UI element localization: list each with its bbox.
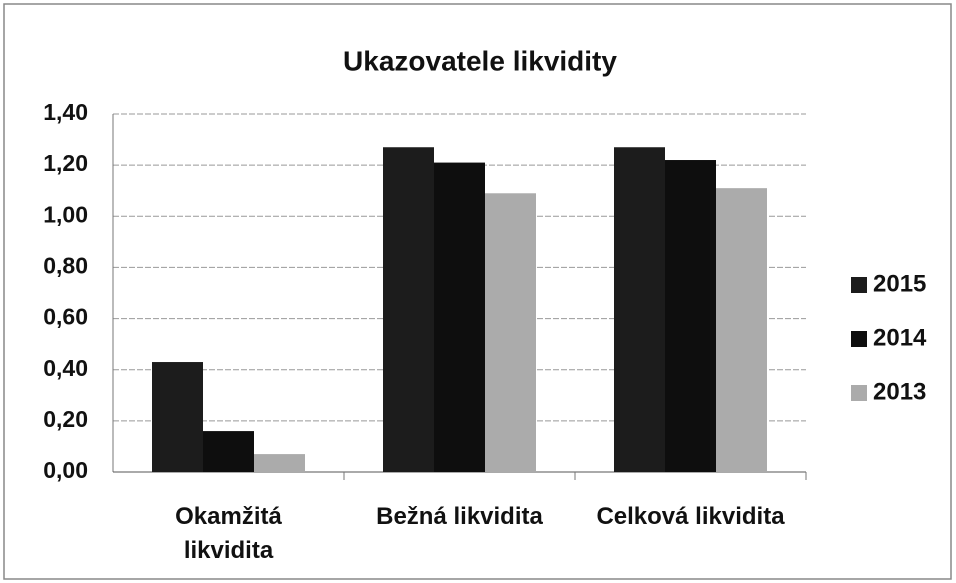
y-tick-label: 0,20 bbox=[43, 406, 88, 432]
bar bbox=[716, 188, 767, 472]
y-tick-label: 0,60 bbox=[43, 304, 88, 330]
legend-swatch bbox=[851, 385, 867, 401]
legend-label: 2015 bbox=[873, 270, 926, 297]
bar bbox=[665, 160, 716, 472]
y-tick-label: 1,00 bbox=[43, 201, 88, 227]
bar bbox=[254, 454, 305, 472]
x-tick-label: Okamžitá likvidita bbox=[175, 503, 282, 564]
bar bbox=[383, 147, 434, 472]
bar bbox=[614, 147, 665, 472]
y-tick-label: 1,20 bbox=[43, 150, 88, 176]
y-tick-label: 0,00 bbox=[43, 457, 88, 483]
chart-title: Ukazovatele likvidity bbox=[343, 45, 617, 76]
bar bbox=[485, 193, 536, 472]
x-tick-label: Celková likvidita bbox=[596, 503, 785, 530]
bar bbox=[152, 362, 203, 472]
legend-swatch bbox=[851, 277, 867, 293]
chart-frame bbox=[3, 3, 952, 580]
legend-label: 2013 bbox=[873, 378, 926, 405]
bar bbox=[203, 431, 254, 472]
y-tick-label: 1,40 bbox=[43, 99, 88, 125]
y-tick-label: 0,80 bbox=[43, 253, 88, 279]
x-tick-label: Bežná likvidita bbox=[376, 503, 543, 530]
y-tick-label: 0,40 bbox=[43, 355, 88, 381]
bar bbox=[434, 162, 485, 473]
legend-label: 2014 bbox=[873, 324, 927, 351]
legend-swatch bbox=[851, 331, 867, 347]
